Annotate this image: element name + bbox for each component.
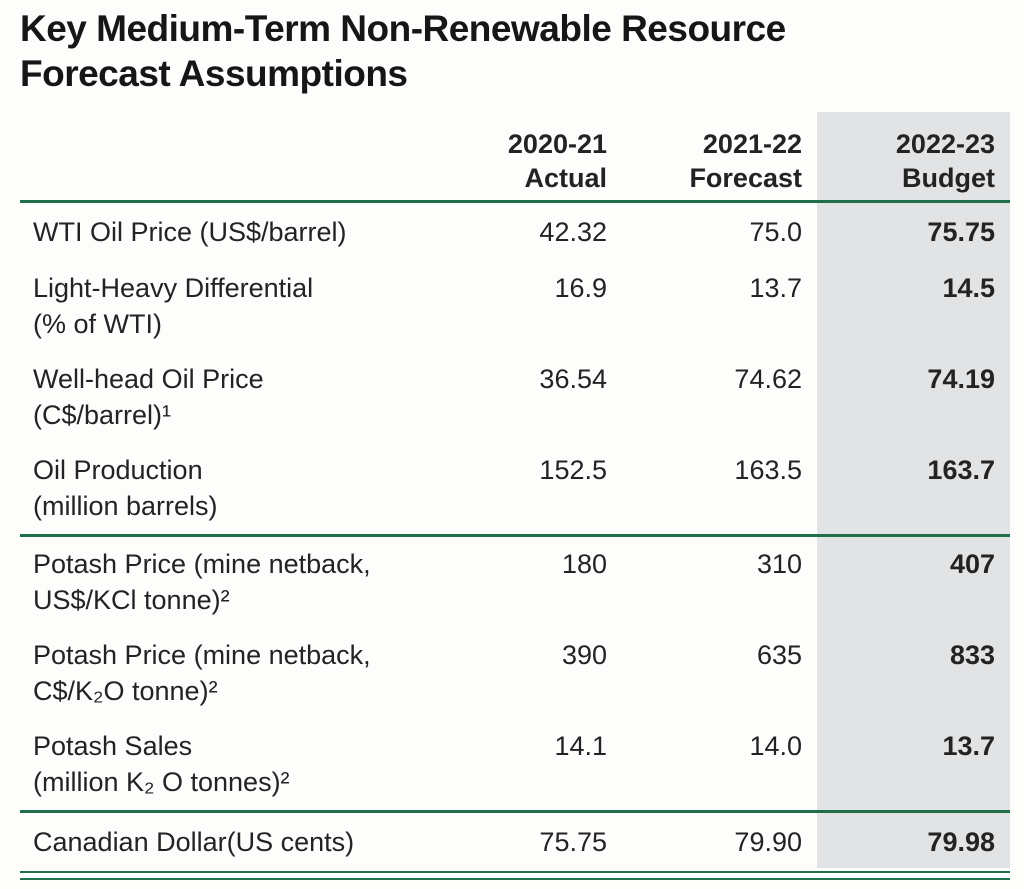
page-title-line2: Forecast Assumptions (20, 53, 408, 94)
cell-value: 390 (561, 640, 607, 670)
table-row: Well-head Oil Price (C$/barrel)¹ 36.54 74.6… (20, 352, 1010, 443)
cell-budget-value: 13.7 (942, 731, 995, 761)
table-header-row: 2020-21 Actual 2021-22 Forecast 2022-23 … (20, 112, 1010, 200)
table-row: Potash Sales (million K₂ O tonnes)² 14.1 14… (20, 719, 1010, 810)
row-label-line: Potash Price (mine netback, (33, 549, 371, 579)
cell-budget-value: 833 (949, 640, 995, 670)
row-label: WTI Oil Price (US$/barrel) (20, 214, 417, 250)
cell-value: 163.5 (734, 455, 802, 485)
col-header-2021-22-forecast: 2021-22 Forecast (607, 127, 802, 195)
table-body: WTI Oil Price (US$/barrel) 42.32 75.0 75.75… (20, 203, 1010, 871)
row-label-line: C$/K₂O tonne)² (33, 676, 218, 706)
cell-value: 152.5 (539, 455, 607, 485)
table-row: Canadian Dollar(US cents) 75.75 79.90 79.98 (20, 813, 1010, 871)
row-label-line: Potash Price (mine netback, (33, 640, 371, 670)
section-divider-line (20, 534, 1010, 537)
cell-value: 13.7 (749, 273, 802, 303)
cell-value: 14.0 (749, 731, 802, 761)
col-header-year: 2022-23 (895, 129, 995, 159)
cell-budget-value: 75.75 (927, 217, 995, 247)
row-label-line: (million K₂ O tonnes)² (33, 767, 290, 797)
cell-value: 36.54 (539, 364, 607, 394)
row-label-line: (million barrels) (33, 491, 218, 521)
cell-value: 180 (561, 549, 607, 579)
col-header-type: Actual (524, 163, 607, 193)
row-label-line: Light-Heavy Differential (33, 273, 314, 303)
cell-budget-value: 407 (949, 549, 995, 579)
row-label: Canadian Dollar(US cents) (20, 824, 417, 860)
table-bottom-border (20, 871, 1010, 880)
header-divider-line (20, 200, 1010, 203)
row-label: Potash Price (mine netback, C$/K₂O tonne)… (20, 637, 417, 709)
row-label-line: Potash Sales (33, 731, 193, 761)
budget-column-highlight (817, 112, 1010, 868)
row-label-line: Oil Production (33, 455, 203, 485)
cell-value: 14.1 (554, 731, 607, 761)
col-header-year: 2020-21 (507, 129, 607, 159)
col-header-2022-23-budget: 2022-23 Budget (802, 127, 1010, 195)
page-title: Key Medium-Term Non-Renewable Resource F… (20, 6, 786, 96)
table-row: Light-Heavy Differential (% of WTI) 16.9 13… (20, 261, 1010, 352)
col-header-2020-21-actual: 2020-21 Actual (417, 127, 607, 195)
row-label-line: US$/KCl tonne)² (33, 585, 230, 615)
table-row: WTI Oil Price (US$/barrel) 42.32 75.0 75.75 (20, 203, 1010, 261)
row-label: Light-Heavy Differential (% of WTI) (20, 270, 417, 342)
row-label-line: Well-head Oil Price (33, 364, 264, 394)
table-row: Potash Price (mine netback, C$/K₂O tonne)… (20, 628, 1010, 719)
assumptions-table: 2020-21 Actual 2021-22 Forecast 2022-23 … (20, 112, 1010, 880)
cell-value: 42.32 (539, 217, 607, 247)
cell-value: 635 (756, 640, 802, 670)
table-row: Oil Production (million barrels) 152.5 163.… (20, 443, 1010, 534)
cell-value: 79.90 (734, 827, 802, 857)
col-header-type: Forecast (689, 163, 802, 193)
cell-budget-value: 74.19 (927, 364, 995, 394)
page-title-line1: Key Medium-Term Non-Renewable Resource (20, 8, 786, 49)
cell-value: 75.75 (539, 827, 607, 857)
section-divider-line (20, 810, 1010, 813)
row-label-line: (% of WTI) (33, 309, 162, 339)
cell-value: 310 (756, 549, 802, 579)
cell-value: 16.9 (554, 273, 607, 303)
row-label: Potash Sales (million K₂ O tonnes)² (20, 728, 417, 800)
row-label-line: WTI Oil Price (US$/barrel) (33, 217, 347, 247)
cell-budget-value: 14.5 (942, 273, 995, 303)
row-label-line: Canadian Dollar(US cents) (33, 827, 355, 857)
row-label-line: (C$/barrel)¹ (33, 400, 172, 430)
row-label: Oil Production (million barrels) (20, 452, 417, 524)
cell-value: 74.62 (734, 364, 802, 394)
cell-budget-value: 79.98 (927, 827, 995, 857)
row-label: Potash Price (mine netback, US$/KCl tonne… (20, 546, 417, 618)
col-header-type: Budget (902, 163, 995, 193)
cell-budget-value: 163.7 (927, 455, 995, 485)
row-label: Well-head Oil Price (C$/barrel)¹ (20, 361, 417, 433)
table-row: Potash Price (mine netback, US$/KCl tonne… (20, 537, 1010, 628)
cell-value: 75.0 (749, 217, 802, 247)
col-header-year: 2021-22 (702, 129, 802, 159)
